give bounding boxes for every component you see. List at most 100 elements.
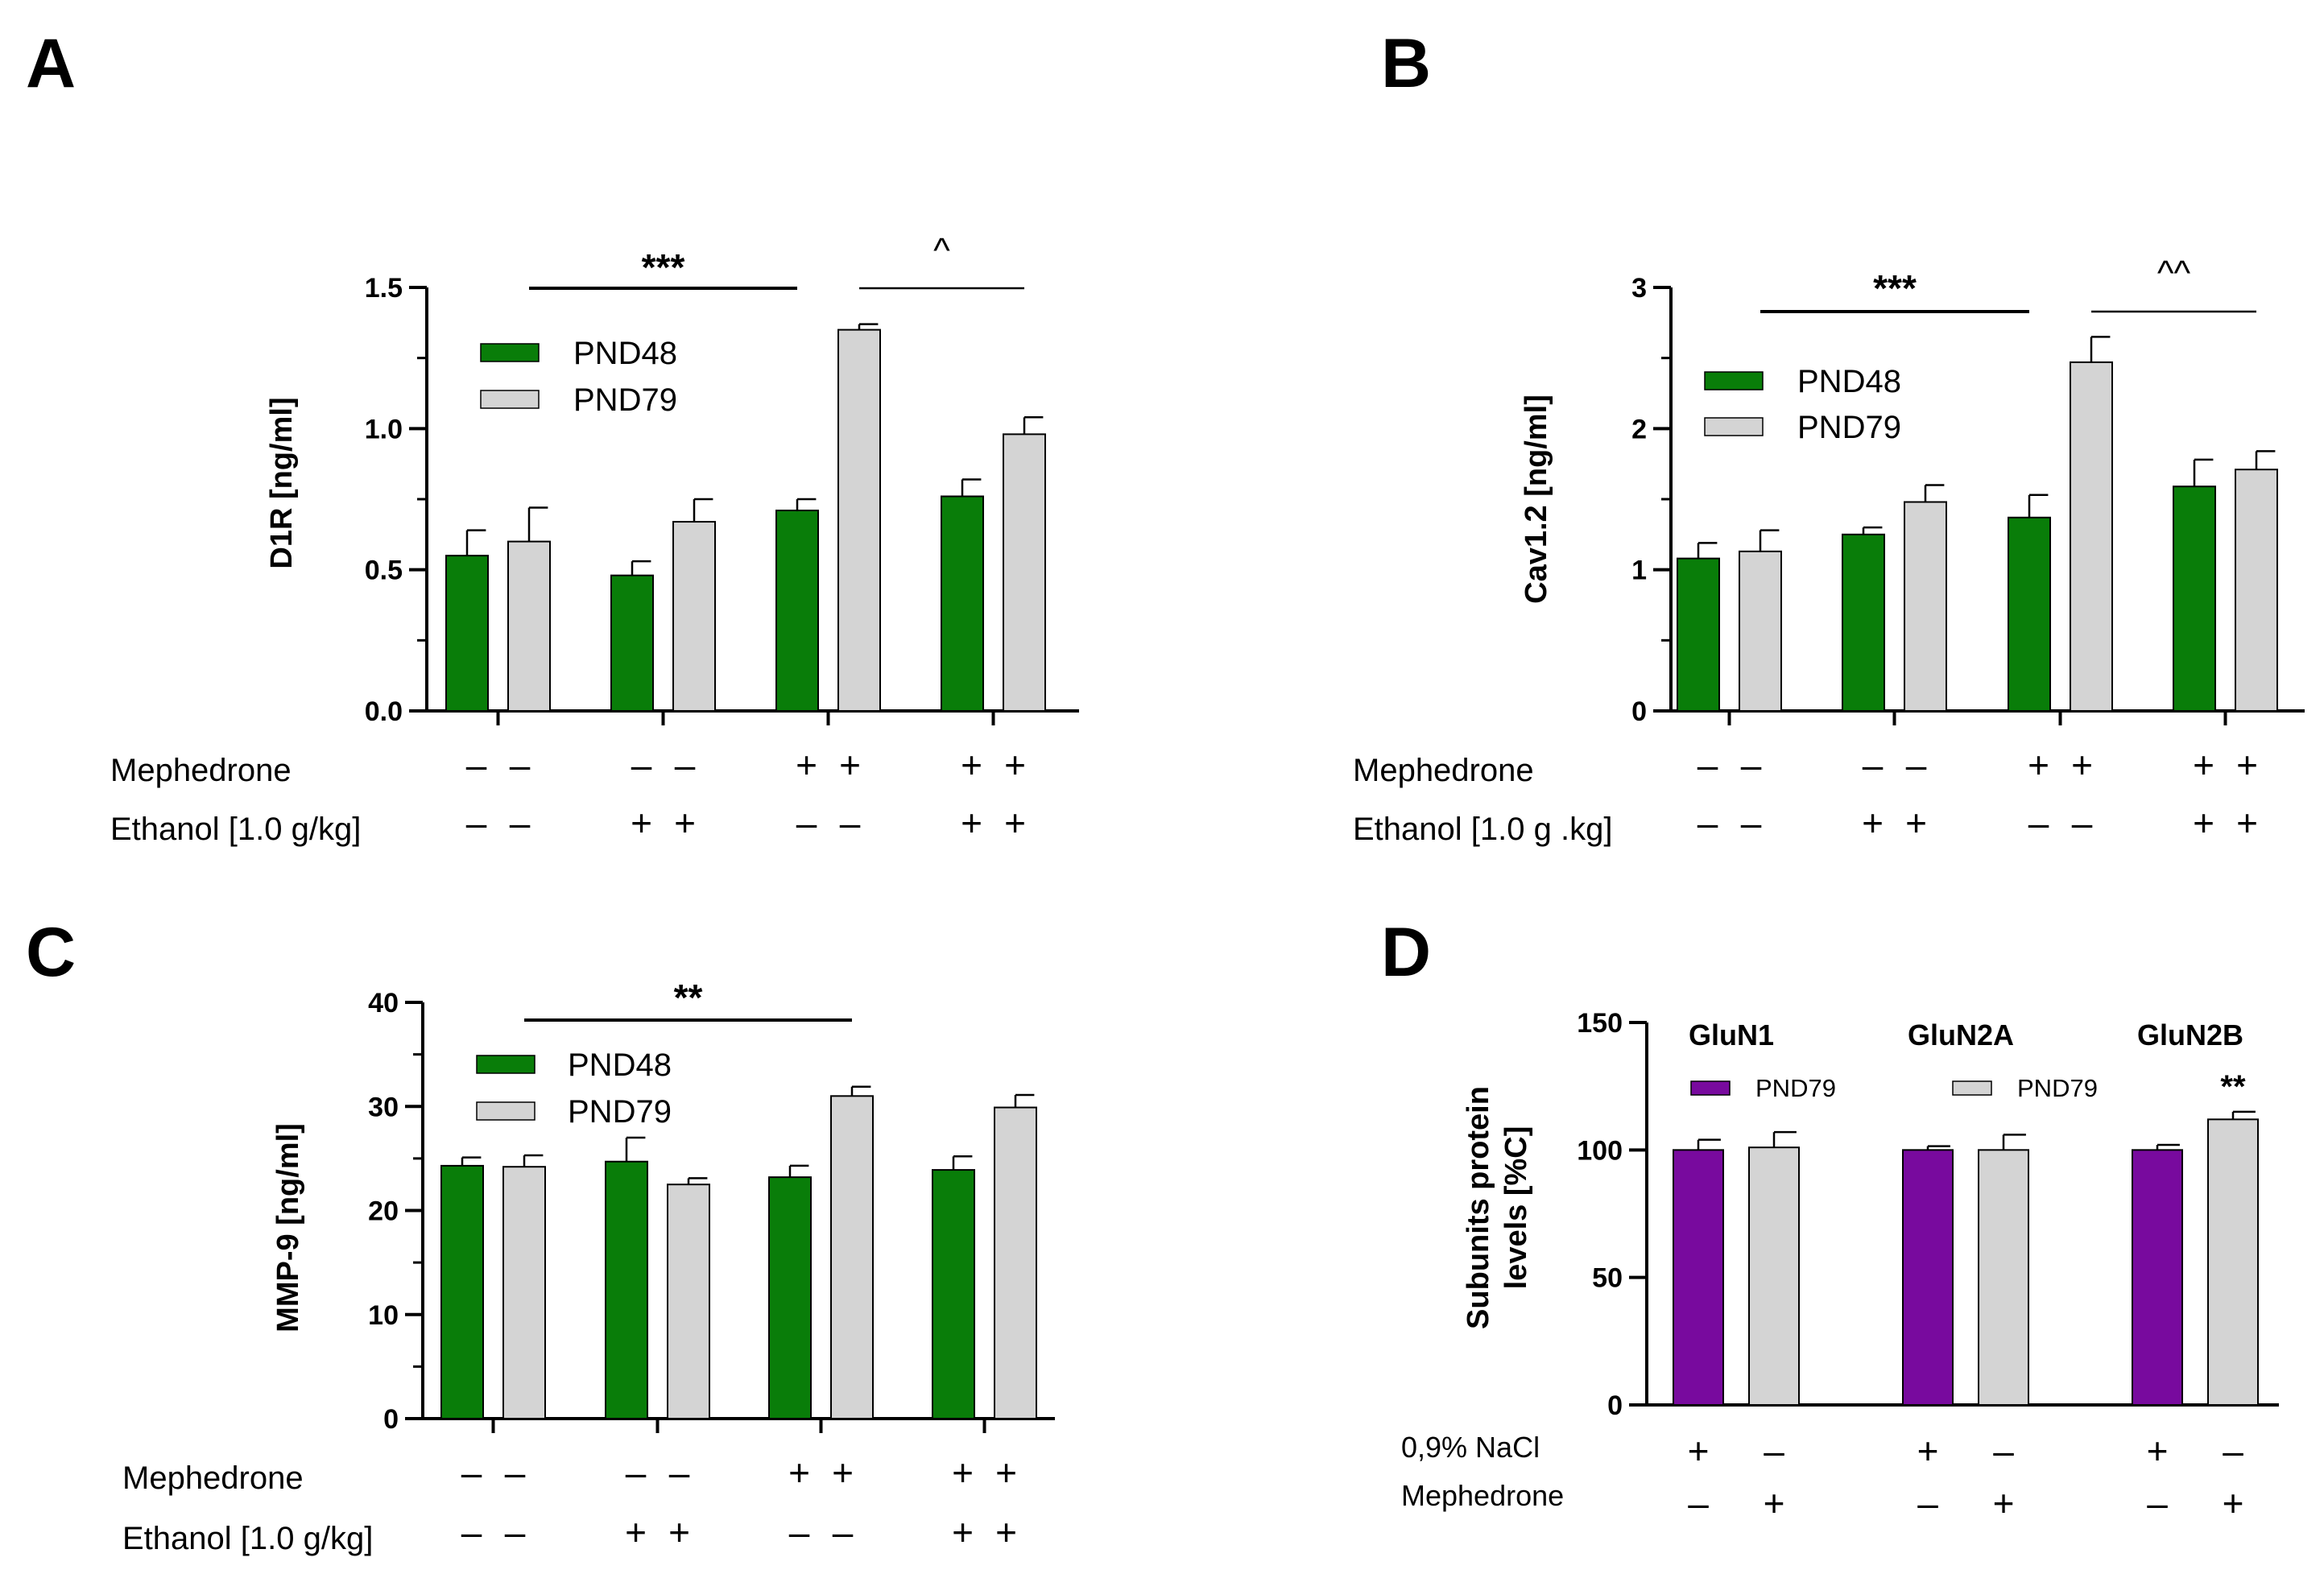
bar-pnd48-group-1: [440, 1164, 484, 1419]
condition-sign: –: [1741, 744, 1762, 786]
condition-sign: +: [2236, 802, 2258, 844]
bar-pnd79-group-1: [1673, 1149, 1724, 1407]
y-tick-label: 1.5: [365, 273, 403, 304]
y-tick-label: 40: [368, 988, 399, 1018]
bar-pnd79-group-1: [502, 1166, 546, 1419]
significance-label: ***: [1873, 267, 1917, 309]
condition-sign: +: [995, 1511, 1017, 1553]
condition-sign: +: [1004, 802, 1026, 844]
bar-pnd48-group-1: [1677, 557, 1720, 713]
y-axis-label: Cav1.2 [ng/ml]: [1520, 395, 1553, 604]
condition-sign: +: [625, 1511, 647, 1553]
plot-area: 0.00.51.01.5– – – – + + + +– – + + – – + +*** ^: [365, 231, 1079, 844]
condition-sign: –: [789, 1511, 810, 1553]
legend-swatch-pnd79: [480, 390, 540, 409]
condition-sign: +: [1688, 1430, 1710, 1472]
legend-label-purple: PND79: [1755, 1074, 1836, 1102]
condition-sign: –: [2072, 802, 2093, 844]
bar-pnd79-group-2: [1902, 1149, 1954, 1407]
condition-sign: –: [461, 1511, 482, 1553]
bar-pnd79-group-3: [2070, 361, 2113, 712]
legend-label-grey: PND79: [2017, 1074, 2098, 1102]
bar-pnd48-group-4: [941, 495, 984, 712]
legend-swatch-pnd79: [1704, 417, 1764, 436]
legend-label-pnd79: PND79: [568, 1094, 672, 1130]
panel-letter-a: A: [26, 25, 76, 102]
y-tick-label: 20: [368, 1196, 399, 1227]
row-label-mephedrone: Mephedrone: [1401, 1479, 1564, 1512]
legend: PND48 PND79: [476, 1047, 672, 1130]
condition-sign: –: [461, 1452, 482, 1493]
row-label-mephedrone: Mephedrone: [1353, 753, 1534, 788]
bar-pnd48-group-2: [1842, 533, 1885, 712]
panel-c: C MMP-9 [ng/ml] PND48 PND79 Mephedrone E…: [26, 914, 1055, 1556]
bar-pnd79-group-3: [830, 1095, 874, 1419]
y-tick-label: 0.0: [365, 696, 403, 727]
bar-pnd48-group-2: [610, 574, 654, 712]
bar-pnd48-group-3: [768, 1176, 812, 1419]
condition-sign: +: [788, 1452, 810, 1493]
condition-sign: –: [840, 802, 861, 844]
condition-sign: –: [1863, 744, 1884, 786]
row-label-mephedrone: Mephedrone: [122, 1460, 304, 1496]
bar-pnd79-group-3: [837, 328, 881, 712]
significance-label: ***: [642, 246, 685, 288]
condition-sign: +: [2193, 744, 2214, 786]
condition-sign: –: [1741, 802, 1762, 844]
condition-sign: +: [961, 744, 982, 786]
bar-pnd48-group-1: [445, 555, 489, 713]
y-tick-label: 0: [383, 1404, 399, 1435]
row-label-ethanol: Ethanol [1.0 g/kg]: [110, 812, 361, 847]
condition-sign: –: [796, 802, 817, 844]
condition-sign: +: [2223, 1482, 2244, 1524]
condition-sign: –: [505, 1452, 526, 1493]
bar-pnd79-group-3: [2132, 1149, 2183, 1407]
condition-sign: –: [1906, 744, 1927, 786]
condition-sign: +: [2236, 744, 2258, 786]
condition-sign: +: [1862, 802, 1884, 844]
row-label-ethanol: Ethanol [1.0 g/kg]: [122, 1521, 373, 1556]
legend: PND48 PND79: [1704, 364, 1901, 445]
y-axis-label: MMP-9 [ng/ml]: [271, 1123, 305, 1332]
condition-sign: –: [1698, 744, 1718, 786]
legend-swatch-pnd48: [1704, 371, 1764, 390]
bar-pnd79-group-4: [994, 1106, 1037, 1419]
y-tick-label: 0: [1631, 696, 1647, 727]
bar-pnd79-group-4: [2235, 469, 2278, 712]
condition-sign: +: [674, 802, 696, 844]
panel-letter-d: D: [1381, 914, 1431, 991]
legend-swatch-pnd48: [480, 343, 540, 362]
condition-sign: –: [505, 1511, 526, 1553]
plot-area: 0 50 100 150 + – + – + – – + – + – + **: [1577, 1008, 2279, 1524]
condition-sign: –: [1917, 1482, 1938, 1524]
y-axis-label-line-1: Subunits protein: [1462, 1086, 1495, 1329]
y-tick-label: 10: [368, 1300, 399, 1331]
condition-sign: +: [952, 1511, 974, 1553]
legend: PND79 PND79: [1690, 1074, 2098, 1102]
condition-sign: –: [510, 802, 531, 844]
bar-pnd79-group-2: [672, 521, 716, 713]
bar-pnd79-group-1: [1748, 1146, 1800, 1406]
bar-pnd48-group-4: [2173, 485, 2216, 712]
condition-sign: –: [1688, 1482, 1709, 1524]
condition-sign: –: [626, 1452, 647, 1493]
y-tick-label: 150: [1577, 1008, 1623, 1039]
significance-label: **: [674, 977, 703, 1018]
condition-sign: +: [1004, 744, 1026, 786]
condition-sign: +: [832, 1452, 854, 1493]
legend-label-pnd48: PND48: [568, 1047, 672, 1083]
condition-sign: –: [669, 1452, 690, 1493]
panel-letter-b: B: [1381, 25, 1431, 102]
y-axis-label-line-2: levels [%C]: [1499, 1126, 1533, 1290]
condition-sign: +: [1905, 802, 1927, 844]
subtitle-glun2b: GluN2B: [2137, 1018, 2243, 1051]
condition-sign: –: [466, 744, 487, 786]
condition-sign: –: [2147, 1482, 2168, 1524]
legend: PND48 PND79: [480, 336, 677, 418]
condition-sign: –: [833, 1511, 854, 1553]
y-tick-label: 30: [368, 1092, 399, 1122]
legend-swatch-pnd79: [476, 1101, 536, 1121]
condition-sign: –: [675, 744, 696, 786]
condition-sign: +: [2071, 744, 2093, 786]
bar-pnd79-group-3: [2207, 1118, 2259, 1407]
